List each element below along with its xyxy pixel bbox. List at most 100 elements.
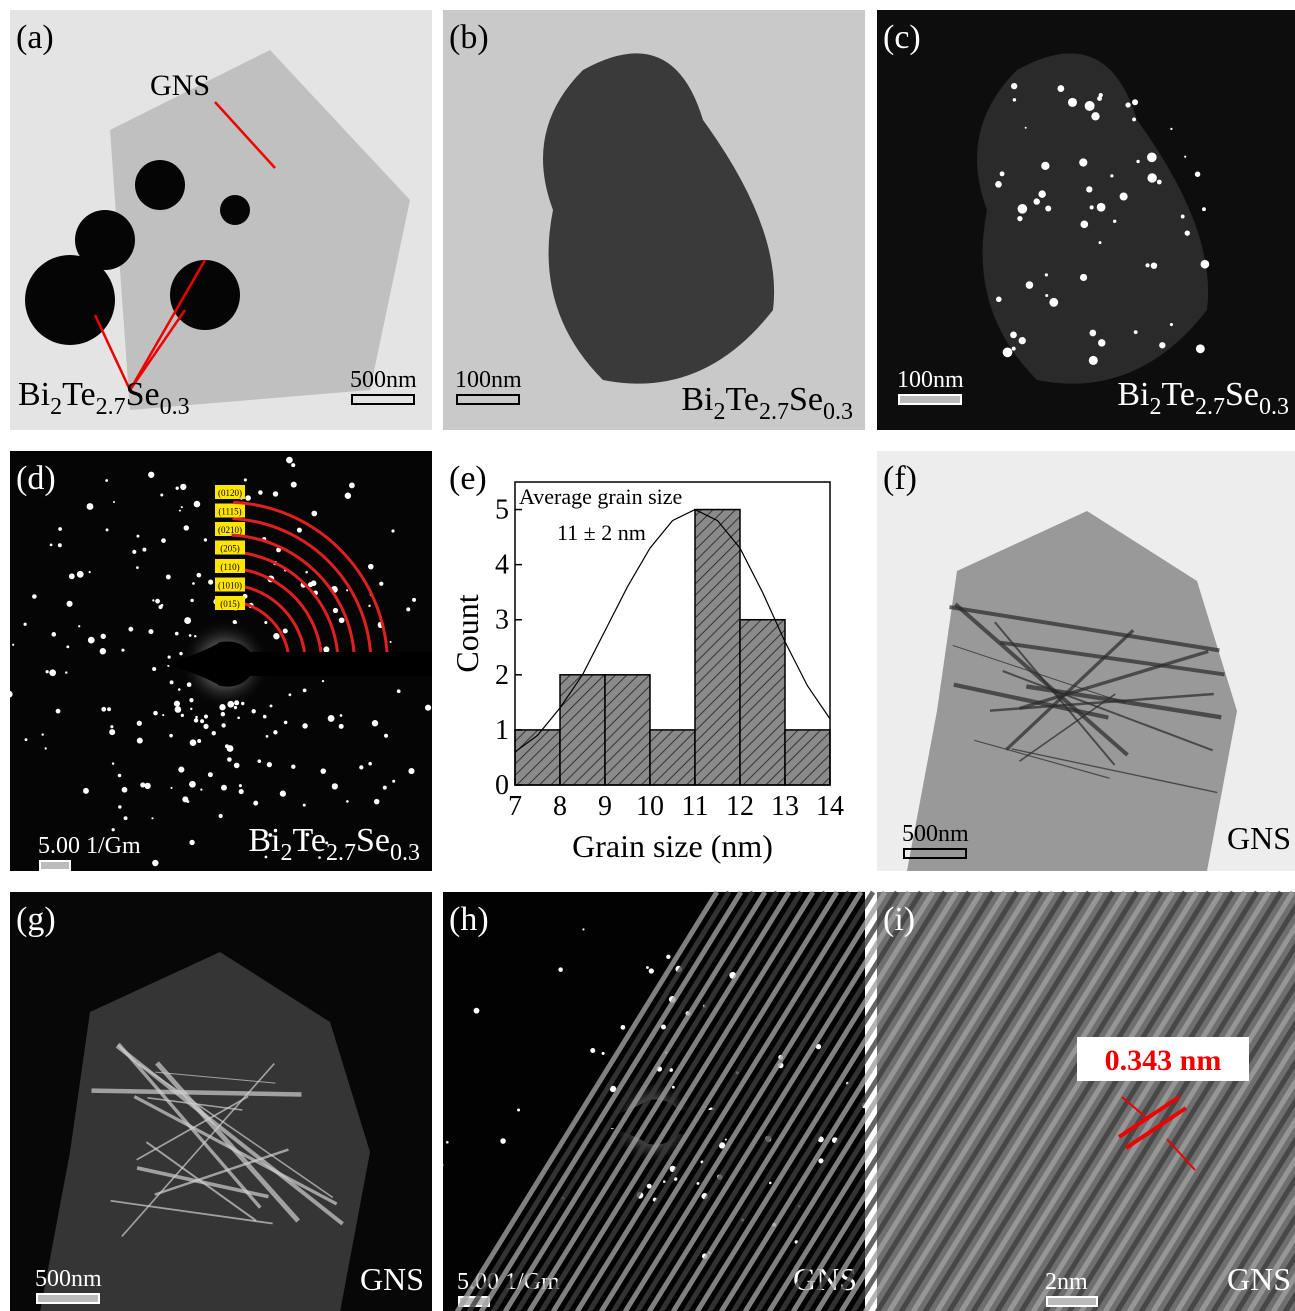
subscript: 2 <box>50 394 62 420</box>
spot <box>1000 171 1005 176</box>
spot <box>175 706 182 713</box>
particle <box>75 210 135 270</box>
spot <box>273 491 278 496</box>
spot <box>1184 156 1186 158</box>
spot <box>1145 263 1149 267</box>
spot <box>219 704 225 710</box>
spot <box>1080 221 1088 229</box>
panel-label: (d) <box>16 460 56 497</box>
ring-label: (205) <box>220 544 240 554</box>
spot <box>169 734 173 738</box>
spot <box>647 1184 652 1189</box>
spot <box>49 669 56 676</box>
ring-label: (110) <box>220 562 239 572</box>
spot <box>189 781 196 788</box>
spot <box>168 655 171 658</box>
spot <box>179 510 181 512</box>
scale-label: 100nm <box>455 367 522 393</box>
bar <box>740 620 785 785</box>
spot <box>78 625 80 627</box>
spot <box>995 181 1002 188</box>
spot <box>305 571 308 574</box>
spot <box>1159 342 1165 348</box>
spot <box>178 767 184 773</box>
spot <box>323 646 329 652</box>
spot <box>406 607 410 611</box>
x-tick-label: 10 <box>636 791 664 822</box>
gns-label: GNS <box>150 69 210 102</box>
spot <box>368 564 374 570</box>
spot <box>109 729 115 735</box>
spot <box>434 665 438 669</box>
spot <box>190 708 192 710</box>
spot <box>379 582 383 586</box>
spot <box>107 707 111 711</box>
spot <box>175 632 179 636</box>
subscript: 2.7 <box>326 840 356 866</box>
spot <box>166 575 171 580</box>
spot <box>153 711 158 716</box>
spot <box>1089 356 1098 365</box>
spot <box>621 1025 626 1030</box>
spot <box>244 478 247 481</box>
spot <box>252 709 256 713</box>
spot <box>769 1182 772 1185</box>
spot <box>359 765 363 769</box>
spot <box>384 734 388 738</box>
spot <box>297 528 302 533</box>
spot <box>100 648 106 654</box>
element: Bi <box>681 381 713 418</box>
spot <box>1157 180 1162 185</box>
figure: (a)GNSBi2Te2.7Se0.3500nm(b)Bi2Te2.7Se0.3… <box>0 0 1295 1311</box>
spot <box>391 529 394 532</box>
spot <box>1013 98 1016 101</box>
spot <box>200 788 202 790</box>
panel-label: (c) <box>883 19 921 56</box>
spot <box>181 714 184 717</box>
y-tick-label: 3 <box>495 605 509 636</box>
bar <box>605 675 650 785</box>
spot <box>725 1138 727 1140</box>
subscript: 2 <box>281 840 293 866</box>
spot <box>58 543 62 547</box>
spot <box>270 704 273 707</box>
spot <box>345 493 351 499</box>
spot <box>122 787 128 793</box>
spot <box>121 649 124 652</box>
spot <box>190 739 197 746</box>
spot <box>1113 220 1116 223</box>
spot <box>178 688 181 691</box>
spot <box>194 635 196 637</box>
spot <box>1038 190 1045 197</box>
panel-label: (a) <box>16 19 54 56</box>
particle <box>220 195 250 225</box>
spot <box>219 814 223 818</box>
scale-label: 5.00 1/Gm <box>38 833 141 859</box>
spot <box>136 535 139 538</box>
ring-label: (1115) <box>218 507 241 517</box>
spot <box>1012 347 1016 351</box>
spot <box>46 670 49 673</box>
scale-label: 500nm <box>350 367 417 393</box>
spot <box>221 785 227 791</box>
spot <box>234 763 240 769</box>
spot <box>50 543 53 546</box>
spot <box>237 716 240 719</box>
spot <box>273 633 279 639</box>
spot <box>6 691 13 698</box>
spot <box>1125 102 1130 107</box>
spot <box>1099 241 1102 244</box>
spot <box>234 706 237 709</box>
element: Se <box>1225 376 1259 413</box>
spot <box>1057 85 1064 92</box>
spot <box>51 632 56 637</box>
ring-label: (0210) <box>218 525 242 535</box>
spot <box>1195 171 1201 177</box>
x-tick-label: 8 <box>553 791 567 822</box>
spot <box>212 731 216 735</box>
spot <box>221 723 225 727</box>
spot <box>227 757 232 762</box>
spot <box>1019 337 1026 344</box>
element: Se <box>126 376 160 413</box>
spot <box>558 967 562 971</box>
